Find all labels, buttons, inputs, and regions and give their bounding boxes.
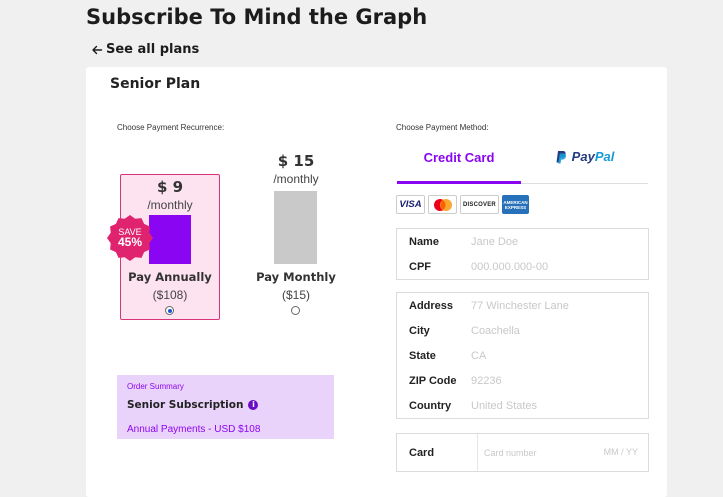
arrow-left-icon (92, 45, 103, 54)
city-input[interactable] (471, 324, 631, 337)
annual-total: ($108) (152, 288, 188, 302)
address-label: Address (409, 299, 454, 312)
monthly-period: /monthly (273, 172, 319, 186)
see-all-plans-link[interactable]: See all plans (91, 42, 199, 57)
order-summary-detail: Annual Payments - USD $108 (127, 424, 261, 435)
cpf-row: CPF (397, 254, 648, 279)
paypal-label-pay: Pay (571, 149, 595, 164)
amex-logo: AMERICAN EXPRESS (502, 195, 529, 214)
save-badge-line2: 45% (117, 235, 143, 249)
order-summary: Order Summary Senior Subscription i Annu… (117, 375, 334, 439)
country-label: Country (409, 399, 452, 412)
page-title: Subscribe To Mind the Graph (86, 5, 428, 29)
paypal-label-pal: Pal (594, 149, 615, 164)
monthly-label: Pay Monthly (256, 270, 336, 284)
discover-logo: DISCOVER (460, 195, 499, 214)
monthly-radio[interactable] (291, 306, 300, 315)
monthly-price-bar (274, 191, 317, 264)
monthly-price: $ 15 (277, 152, 315, 170)
state-row: State (397, 343, 648, 368)
zip-label: ZIP Code (409, 374, 457, 387)
zip-row: ZIP Code (397, 368, 648, 393)
state-input[interactable] (471, 349, 631, 362)
subscription-card: Senior Plan Choose Payment Recurrence: $… (86, 67, 667, 497)
country-input[interactable] (471, 399, 631, 412)
cpf-input[interactable] (471, 260, 631, 273)
annual-label: Pay Annually (128, 270, 212, 284)
tab-paypal[interactable]: PayPal (521, 141, 648, 184)
monthly-total: ($15) (281, 288, 310, 302)
see-all-plans-label: See all plans (106, 42, 200, 57)
seal-icon (107, 215, 153, 261)
info-icon[interactable]: i (248, 400, 259, 410)
paypal-icon (556, 150, 566, 163)
payment-method-label: Choose Payment Method: (396, 123, 489, 132)
state-label: State (409, 349, 436, 362)
mastercard-logo (428, 195, 457, 214)
name-label: Name (409, 235, 439, 248)
cpf-label: CPF (409, 260, 431, 273)
annual-price: $ 9 (156, 178, 184, 196)
save-badge: SAVE 45% (106, 214, 154, 262)
address-row: Address (397, 293, 648, 318)
name-input[interactable] (471, 235, 631, 248)
save-badge-line1: SAVE (118, 227, 142, 237)
zip-input[interactable] (471, 374, 631, 387)
annual-radio[interactable] (165, 306, 174, 315)
address-fields: Address City State ZIP Code Country (396, 292, 649, 419)
card-row: Card MM / YY (397, 434, 648, 471)
annual-period: /monthly (147, 198, 193, 212)
card-number-input[interactable] (484, 447, 594, 458)
personal-fields: Name CPF (396, 228, 649, 280)
city-label: City (409, 324, 430, 337)
mastercard-icon (433, 198, 452, 211)
card-fields: Card MM / YY (396, 433, 649, 472)
annual-price-bar (149, 215, 191, 264)
country-row: Country (397, 393, 648, 418)
plan-option-annual[interactable]: $ 9 /monthly Pay Annually ($108) (120, 174, 220, 320)
tab-credit-card-label: Credit Card (423, 150, 495, 165)
plan-option-monthly[interactable]: $ 15 /monthly Pay Monthly ($15) (246, 151, 346, 319)
tab-credit-card[interactable]: Credit Card (397, 141, 521, 184)
city-row: City (397, 318, 648, 343)
card-label: Card (409, 446, 435, 459)
card-expiry-input[interactable]: MM / YY (603, 447, 638, 457)
order-summary-plan: Senior Subscription (127, 399, 244, 411)
address-input[interactable] (471, 299, 631, 312)
order-summary-title: Order Summary (127, 382, 184, 391)
name-row: Name (397, 229, 648, 254)
card-logos: VISA DISCOVER AMERICAN EXPRESS (396, 195, 529, 214)
plan-name: Senior Plan (110, 76, 201, 92)
visa-logo: VISA (396, 195, 425, 214)
recurrence-label: Choose Payment Recurrence: (117, 123, 225, 132)
